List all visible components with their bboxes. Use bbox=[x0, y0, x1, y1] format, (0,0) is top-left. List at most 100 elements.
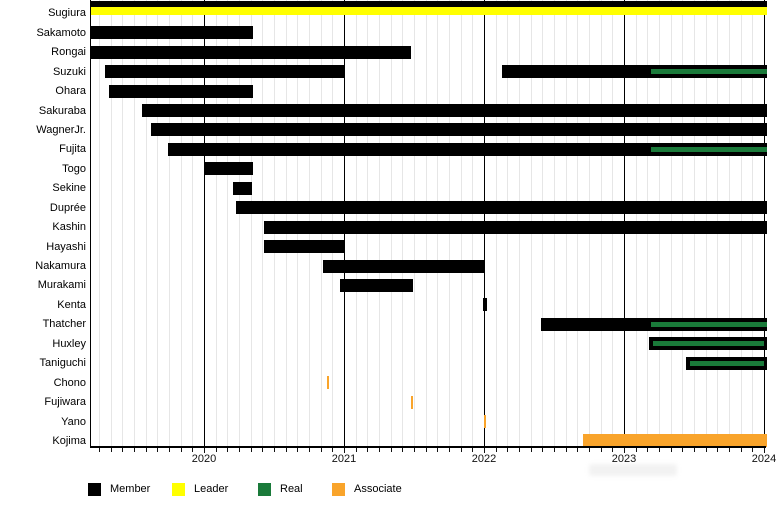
month-tick bbox=[169, 447, 170, 452]
member-name-label: Taniguchi bbox=[39, 357, 86, 370]
member-name-label: Chono bbox=[53, 376, 86, 389]
month-tick bbox=[145, 447, 147, 452]
member-period-bar bbox=[90, 0, 767, 7]
x-axis-line bbox=[90, 445, 766, 448]
month-tick bbox=[705, 447, 707, 452]
month-tick bbox=[752, 447, 754, 452]
member-period-bar bbox=[150, 123, 767, 137]
year-tick bbox=[344, 447, 345, 453]
year-tick-label: 2021 bbox=[331, 452, 357, 465]
member-period-bar bbox=[236, 201, 767, 215]
member-period-bar bbox=[482, 298, 487, 312]
member-period-bar bbox=[167, 142, 767, 156]
month-tick bbox=[437, 447, 439, 452]
month-gridline bbox=[169, 0, 170, 446]
month-tick bbox=[297, 447, 299, 452]
member-period-bar bbox=[264, 220, 767, 234]
month-tick bbox=[285, 447, 287, 452]
member-name-label: Hayashi bbox=[46, 240, 86, 253]
month-gridline bbox=[145, 0, 147, 446]
member-period-bar bbox=[502, 65, 767, 79]
member-period-bar bbox=[142, 104, 767, 117]
member-name-label: Sekine bbox=[52, 182, 86, 195]
month-tick bbox=[390, 447, 392, 452]
member-name-label: Fujiwara bbox=[44, 396, 86, 409]
year-tick bbox=[204, 447, 205, 453]
legend-label: Member bbox=[110, 483, 151, 495]
month-tick bbox=[612, 447, 614, 452]
member-name-label: Sugiura bbox=[48, 7, 86, 20]
month-tick bbox=[542, 447, 544, 452]
month-gridline bbox=[122, 0, 124, 446]
month-gridline bbox=[192, 0, 194, 446]
member-name-label: Fujita bbox=[59, 143, 86, 156]
month-tick bbox=[659, 447, 660, 452]
associate-period-bar bbox=[484, 415, 486, 429]
associate-legend-swatch bbox=[332, 483, 345, 496]
year-tick bbox=[624, 447, 625, 453]
month-tick bbox=[239, 447, 240, 452]
member-name-label: Kenta bbox=[57, 298, 86, 311]
month-gridline bbox=[157, 0, 159, 446]
month-tick bbox=[449, 447, 450, 452]
month-tick bbox=[565, 447, 567, 452]
member-name-label: Togo bbox=[62, 162, 86, 175]
member-name-label: Duprée bbox=[49, 201, 86, 214]
year-tick-label: 2020 bbox=[191, 452, 217, 465]
month-tick bbox=[250, 447, 252, 452]
month-tick bbox=[99, 447, 100, 452]
member-name-label: Sakuraba bbox=[38, 104, 86, 117]
legend-label: Associate bbox=[354, 483, 402, 495]
month-tick bbox=[110, 447, 112, 452]
member-period-bar bbox=[204, 162, 253, 176]
month-tick bbox=[262, 447, 264, 452]
member-name-label: Thatcher bbox=[42, 318, 86, 331]
member-period-bar bbox=[323, 259, 484, 273]
month-tick bbox=[180, 447, 182, 452]
member-name-label: Sakamoto bbox=[36, 26, 86, 39]
member-name-label: Murakami bbox=[37, 279, 86, 292]
month-tick bbox=[122, 447, 124, 452]
month-tick bbox=[577, 447, 579, 452]
month-tick bbox=[647, 447, 649, 452]
month-tick bbox=[414, 447, 415, 452]
month-tick bbox=[379, 447, 380, 452]
month-tick bbox=[600, 447, 602, 452]
faint-watermark bbox=[589, 464, 677, 476]
month-tick bbox=[157, 447, 159, 452]
year-tick bbox=[484, 447, 485, 453]
month-gridline bbox=[134, 0, 135, 446]
month-tick bbox=[425, 447, 427, 452]
year-tick-label: 2024 bbox=[751, 452, 777, 465]
associate-period-bar bbox=[583, 434, 767, 448]
month-gridline bbox=[250, 0, 252, 446]
real-period-bar bbox=[650, 69, 767, 75]
month-tick bbox=[309, 447, 310, 452]
month-tick bbox=[332, 447, 334, 452]
month-tick bbox=[519, 447, 520, 452]
legend-label: Leader bbox=[194, 483, 229, 495]
month-tick bbox=[495, 447, 497, 452]
associate-period-bar bbox=[327, 376, 329, 390]
month-tick bbox=[215, 447, 217, 452]
member-name-label: Suzuki bbox=[52, 65, 86, 78]
month-gridline bbox=[99, 0, 100, 446]
year-gridline bbox=[204, 0, 205, 446]
associate-period-bar bbox=[411, 395, 413, 409]
real-period-bar bbox=[650, 321, 767, 327]
member-name-label: Kojima bbox=[52, 434, 86, 447]
month-tick bbox=[460, 447, 462, 452]
plot-left-border bbox=[90, 0, 91, 446]
month-tick bbox=[729, 447, 730, 452]
member-name-label: Rongai bbox=[51, 46, 86, 59]
month-gridline bbox=[110, 0, 112, 446]
member-period-bar bbox=[104, 65, 344, 79]
member-name-label: Huxley bbox=[52, 337, 86, 350]
year-tick-label: 2023 bbox=[611, 452, 637, 465]
member-name-label: Nakamura bbox=[35, 260, 86, 273]
month-tick bbox=[682, 447, 684, 452]
month-gridline bbox=[227, 0, 229, 446]
month-tick bbox=[134, 447, 135, 452]
month-tick bbox=[589, 447, 590, 452]
month-tick bbox=[192, 447, 194, 452]
